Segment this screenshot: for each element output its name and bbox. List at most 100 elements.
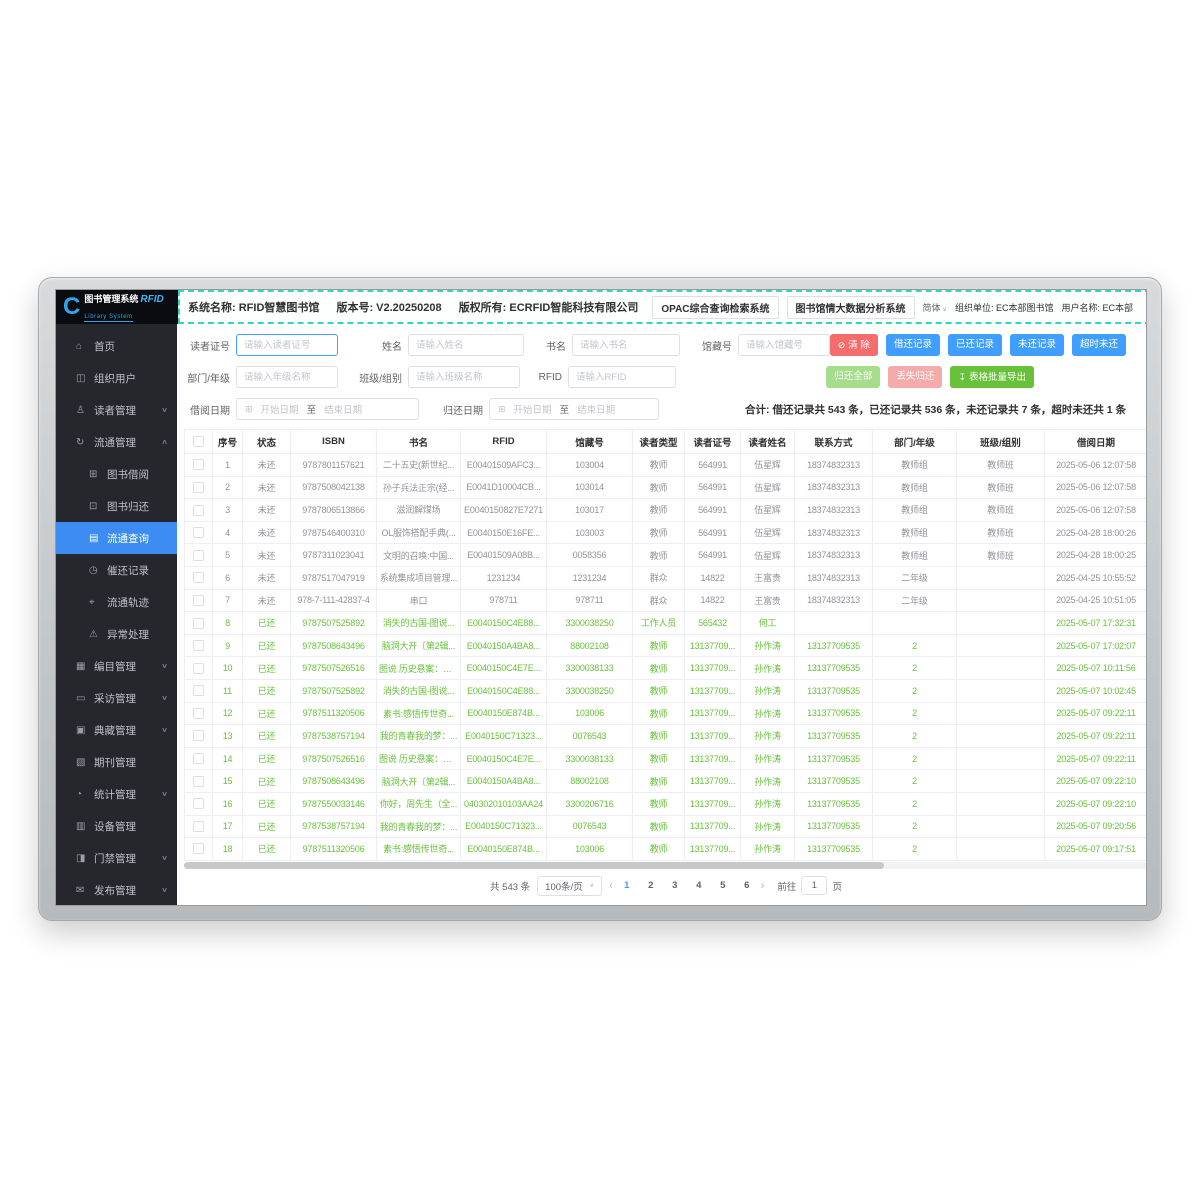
row-checkbox[interactable] xyxy=(193,527,204,539)
cell-reader-name: 孙作涛 xyxy=(740,724,795,748)
page-1-button[interactable]: 1 xyxy=(624,880,630,892)
class-input[interactable] xyxy=(408,366,520,388)
row-checkbox[interactable] xyxy=(193,459,204,471)
page-4-button[interactable]: 4 xyxy=(696,880,702,892)
row-checkbox[interactable] xyxy=(193,685,204,697)
cell-collection-no: 0076543 xyxy=(546,724,633,748)
sidebar-item-home[interactable]: ⌂ 首页 xyxy=(56,330,177,362)
row-checkbox[interactable] xyxy=(193,640,204,652)
borrow-date-range[interactable]: ⊞ 开始日期 至 结束日期 xyxy=(236,398,419,420)
return-all-button[interactable]: 归还全部 xyxy=(826,366,881,388)
select-all-checkbox[interactable] xyxy=(193,435,204,447)
pie-chart-icon: ◔ xyxy=(76,788,83,800)
sidebar-item-exception-handle[interactable]: ⚠ 异常处理 xyxy=(56,618,177,650)
lost-return-button[interactable]: 丢失归还 xyxy=(888,366,943,388)
date-to-label: 至 xyxy=(559,405,570,416)
sidebar-item-collection-mgmt[interactable]: ▣ 典藏管理 ∨ xyxy=(56,714,177,746)
row-checkbox[interactable] xyxy=(193,843,204,855)
sidebar-item-book-borrow[interactable]: ⊞ 图书借阅 xyxy=(56,458,177,490)
dept-input[interactable] xyxy=(236,366,338,388)
row-select-cell xyxy=(184,611,213,635)
sidebar-item-label: 首页 xyxy=(94,340,115,353)
cell-collection-no: 3300038250 xyxy=(546,611,633,635)
export-button[interactable]: ↧ 表格批量导出 xyxy=(950,366,1034,388)
prev-page-button[interactable]: ‹ xyxy=(609,879,613,892)
rfid-input[interactable] xyxy=(568,366,676,388)
sidebar-item-label: 采访管理 xyxy=(94,692,136,705)
sidebar-item-publish-mgmt[interactable]: ✉ 发布管理 ∨ xyxy=(56,874,177,905)
page-2-button[interactable]: 2 xyxy=(648,880,654,892)
location-icon: ⌖ xyxy=(89,596,95,608)
row-checkbox[interactable] xyxy=(193,798,204,810)
download-icon: ↧ xyxy=(958,372,966,382)
sidebar-item-acquisition-mgmt[interactable]: ▭ 采访管理 ∨ xyxy=(56,682,177,714)
page-6-button[interactable]: 6 xyxy=(744,880,750,892)
publish-icon: ✉ xyxy=(76,884,85,896)
cell-book-name: 系统集成项目管理... xyxy=(376,565,461,590)
cell-book-name: 我的青春我的梦：... xyxy=(376,814,461,839)
page-5-button[interactable]: 5 xyxy=(720,880,726,892)
cell-phone: 13137709535 xyxy=(794,791,873,816)
cell-seq: 15 xyxy=(212,769,243,793)
sidebar-item-periodical-mgmt[interactable]: ▧ 期刊管理 xyxy=(56,746,177,778)
cell-dept-grade xyxy=(872,611,957,635)
row-checkbox[interactable] xyxy=(193,753,204,765)
row-checkbox[interactable] xyxy=(193,730,204,742)
sidebar-item-circulation-track[interactable]: ⌖ 流通轨迹 xyxy=(56,586,177,618)
row-checkbox[interactable] xyxy=(193,820,204,832)
cell-isbn: 9787508042138 xyxy=(290,475,377,500)
cell-reader-name: 孙作涛 xyxy=(740,814,795,839)
horizontal-scrollbar[interactable] xyxy=(184,861,884,869)
row-checkbox[interactable] xyxy=(193,481,204,493)
goto-page-input[interactable]: 1 xyxy=(801,876,828,896)
reader-no-input[interactable] xyxy=(236,334,338,356)
cell-reader-type: 工作人员 xyxy=(632,611,685,635)
cell-reader-no: 13137709... xyxy=(684,814,741,839)
sidebar-item-statistics-mgmt[interactable]: ◔ 统计管理 ∨ xyxy=(56,778,177,810)
row-checkbox[interactable] xyxy=(193,549,204,561)
collection-input[interactable] xyxy=(738,334,830,356)
book-input[interactable] xyxy=(572,334,680,356)
row-checkbox[interactable] xyxy=(193,775,204,787)
row-checkbox[interactable] xyxy=(193,707,204,719)
borrow-return-records-button[interactable]: 借还记录 xyxy=(885,334,940,356)
row-select-cell xyxy=(184,453,213,477)
row-checkbox[interactable] xyxy=(193,504,204,516)
opac-system-link[interactable]: OPAC综合查询检索系统 xyxy=(652,295,779,319)
cell-dept-grade: 2 xyxy=(872,701,957,726)
returned-records-button[interactable]: 已还记录 xyxy=(947,334,1002,356)
sidebar-item-org-users[interactable]: ◫ 组织用户 xyxy=(56,362,177,394)
table-row: 11 已还 9787507525892 消失的古国-图说... E0040150C4E8… xyxy=(184,678,1146,703)
sidebar-item-catalog-mgmt[interactable]: ▦ 编目管理 ∨ xyxy=(56,650,177,682)
sidebar-item-label: 流通查询 xyxy=(107,532,149,545)
col-header-dept-grade: 部门/年级 xyxy=(872,429,957,454)
sidebar-item-gate-mgmt[interactable]: ◨ 门禁管理 ∨ xyxy=(56,842,177,874)
filter-buttons-row1: ⊘ 清 除 借还记录 已还记录 未还记录 超时未还 xyxy=(829,334,1126,356)
sidebar-item-recall-records[interactable]: ◷ 催还记录 xyxy=(56,554,177,586)
sidebar-item-circulation-mgmt[interactable]: ↻ 流通管理 ∧ xyxy=(56,426,177,458)
next-page-button[interactable]: › xyxy=(760,879,765,892)
page-3-button[interactable]: 3 xyxy=(672,880,678,892)
sidebar-item-book-return[interactable]: ⊡ 图书归还 xyxy=(56,490,177,522)
row-checkbox[interactable] xyxy=(193,617,204,629)
clear-button[interactable]: ⊘ 清 除 xyxy=(829,334,878,356)
return-date-range[interactable]: ⊞ 开始日期 至 结束日期 xyxy=(489,398,659,420)
sidebar-item-device-mgmt[interactable]: ▥ 设备管理 xyxy=(56,810,177,842)
cell-dept-grade: 2 xyxy=(872,791,957,816)
page-size-select[interactable]: 100条/页 ∨ xyxy=(537,875,603,896)
sidebar-item-circulation-query[interactable]: ▤ 流通查询 xyxy=(56,522,177,554)
not-returned-records-button[interactable]: 未还记录 xyxy=(1009,334,1064,356)
cell-reader-name: 孙作涛 xyxy=(740,701,795,726)
overdue-records-button[interactable]: 超时未还 xyxy=(1071,334,1126,356)
bigdata-system-link[interactable]: 图书馆情大数据分析系统 xyxy=(786,295,915,319)
row-checkbox[interactable] xyxy=(193,662,204,674)
sidebar-item-label: 编目管理 xyxy=(94,660,136,673)
row-checkbox[interactable] xyxy=(193,572,204,584)
name-input[interactable] xyxy=(408,334,524,356)
sidebar-item-reader-mgmt[interactable]: ♙ 读者管理 ∨ xyxy=(56,394,177,426)
row-checkbox[interactable] xyxy=(193,594,204,606)
cell-dept-grade: 教师组 xyxy=(872,543,957,567)
chevron-down-icon: ∨ xyxy=(161,727,168,734)
language-select[interactable]: 简体 ∨ xyxy=(922,302,947,313)
cell-status: 已还 xyxy=(242,724,291,748)
